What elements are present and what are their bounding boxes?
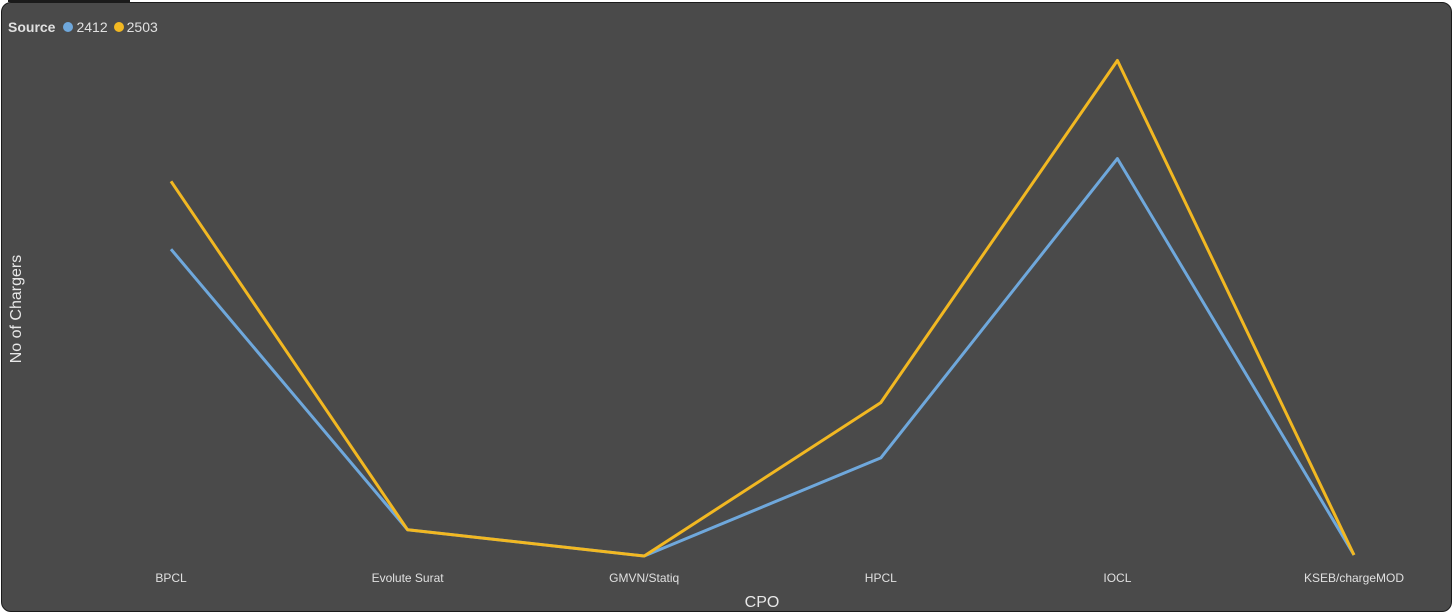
legend-item-2503[interactable]: 2503 [113, 19, 158, 35]
legend-marker-2503 [113, 22, 124, 32]
x-tick-label: HPCL [865, 571, 897, 585]
x-tick-label: BPCL [155, 571, 187, 585]
legend: Source 2412 2503 [8, 19, 164, 35]
x-tick-label: IOCL [1103, 571, 1131, 585]
legend-label-2412: 2412 [76, 19, 108, 35]
series-line-2412[interactable] [169, 157, 1356, 558]
top-edge-mark [8, 0, 130, 2]
x-tick-label: Evolute Surat [372, 571, 445, 585]
legend-marker-2412 [63, 22, 74, 32]
x-tick-label: KSEB/chargeMOD [1304, 571, 1404, 585]
legend-item-2412[interactable]: 2412 [63, 19, 108, 35]
series-line-2503[interactable] [169, 59, 1356, 558]
series-lines [169, 59, 1356, 558]
x-tick-label: GMVN/Statiq [609, 571, 679, 585]
x-axis-title: CPO [745, 594, 780, 611]
y-axis-title: No of Chargers [8, 255, 25, 364]
legend-title: Source [8, 19, 56, 35]
x-tick-labels: BPCL Evolute Surat GMVN/Statiq HPCL IOCL KSEB… [155, 571, 1404, 585]
legend-label-2503: 2503 [126, 19, 158, 35]
line-chart: BPCL Evolute Surat GMVN/Statiq HPCL IOCL KSEB… [8, 59, 1404, 611]
